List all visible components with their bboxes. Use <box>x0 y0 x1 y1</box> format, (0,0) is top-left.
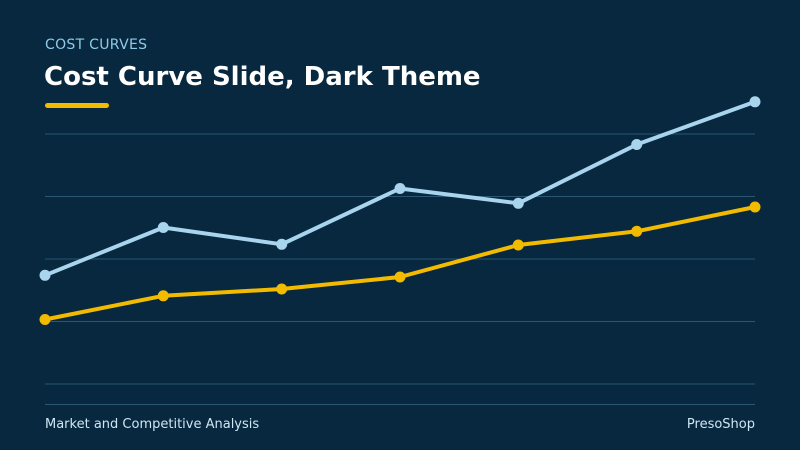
series-1-point-7 <box>749 96 761 108</box>
series-2-point-2 <box>157 290 169 302</box>
series-2-point-1 <box>39 314 51 325</box>
slide-eyebrow: COST CURVES <box>45 37 148 53</box>
series-2-point-4 <box>394 271 406 283</box>
chart-gridlines <box>45 133 755 385</box>
series-1-point-3 <box>276 238 288 250</box>
series-1-point-6 <box>631 139 643 150</box>
title-accent-bar <box>45 103 109 108</box>
series-2-point-7 <box>749 201 761 213</box>
series-1-point-2 <box>157 222 169 233</box>
footer-brand: PresoShop <box>686 417 755 432</box>
series-1-point-4 <box>394 183 406 194</box>
chart-series <box>39 96 761 325</box>
series-1-point-5 <box>512 197 524 209</box>
series-line-2 <box>43 205 757 322</box>
series-2-point-3 <box>276 283 288 295</box>
footer-subtitle: Market and Competitive Analysis <box>45 417 260 432</box>
slide-title: Cost Curve Slide, Dark Theme <box>44 62 481 92</box>
series-1-point-1 <box>39 269 51 281</box>
footer-divider <box>45 404 755 405</box>
series-2-point-5 <box>512 239 524 251</box>
series-2-point-6 <box>631 225 643 237</box>
